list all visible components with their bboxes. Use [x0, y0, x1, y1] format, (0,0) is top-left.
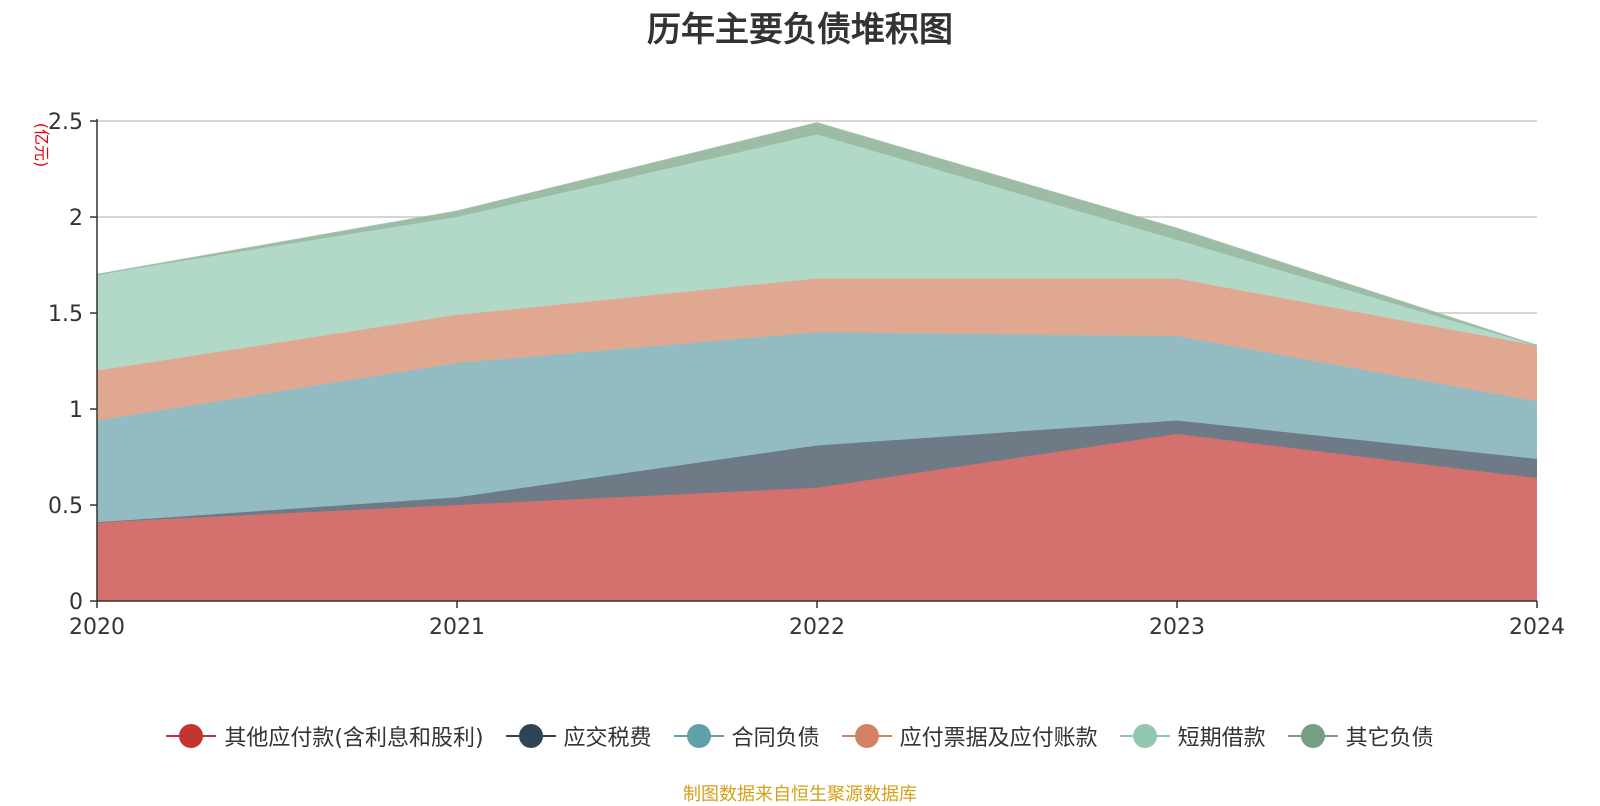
area-series-2 [97, 332, 1537, 523]
legend-label: 应交税费 [563, 726, 652, 751]
area-series-1 [97, 420, 1537, 523]
y-tick-label: 1 [69, 398, 83, 423]
y-axis-unit-label: (亿元) [32, 123, 51, 168]
legend: 其他应付款(含利息和股利) 应交税费 合同负债 应付票据及应付账款 短期借款 其它负债 [0, 720, 1600, 752]
x-tick-label: 2023 [1149, 615, 1205, 640]
area-series [96, 122, 1538, 601]
legend-item[interactable]: 短期借款 [1119, 720, 1266, 752]
y-tick-label: 0.5 [48, 494, 83, 519]
legend-label: 应付票据及应付账款 [899, 726, 1098, 751]
legend-marker-icon [505, 724, 556, 748]
x-tick-label: 2024 [1509, 615, 1565, 640]
legend-item[interactable]: 合同负债 [673, 720, 820, 752]
legend-marker-icon [1287, 724, 1338, 748]
series-line-5 [96, 122, 1538, 347]
legend-label: 合同负债 [731, 726, 820, 751]
axes: 0 0.5 1 1.5 2 2.5 2020 2021 2022 2023 2024 [48, 110, 1565, 640]
legend-marker-icon [1119, 724, 1170, 748]
legend-item[interactable]: 应交税费 [505, 720, 652, 752]
y-tick-label: 0 [69, 590, 83, 615]
legend-label: 其他应付款(含利息和股利) [224, 726, 484, 751]
legend-item[interactable]: 其他应付款(含利息和股利) [166, 720, 484, 752]
legend-item[interactable]: 应付票据及应付账款 [841, 720, 1098, 752]
y-tick-label: 2.5 [48, 110, 83, 135]
legend-label: 短期借款 [1177, 726, 1266, 751]
area-series-0 [97, 433, 1537, 601]
area-series-4 [97, 134, 1537, 371]
area-series-3 [97, 278, 1537, 421]
legend-item[interactable]: 其它负债 [1287, 720, 1434, 752]
legend-marker-icon [166, 724, 217, 748]
legend-marker-icon [673, 724, 724, 748]
source-note: 制图数据来自恒生聚源数据库 [683, 784, 917, 805]
x-tick-label: 2021 [429, 615, 485, 640]
legend-label: 其它负债 [1345, 726, 1434, 751]
legend-marker-icon [841, 724, 892, 748]
y-tick-label: 2 [69, 206, 83, 231]
x-tick-label: 2022 [789, 615, 845, 640]
y-tick-label: 1.5 [48, 302, 83, 327]
x-tick-label: 2020 [69, 615, 125, 640]
chart-title: 历年主要负债堆积图 [647, 10, 953, 50]
